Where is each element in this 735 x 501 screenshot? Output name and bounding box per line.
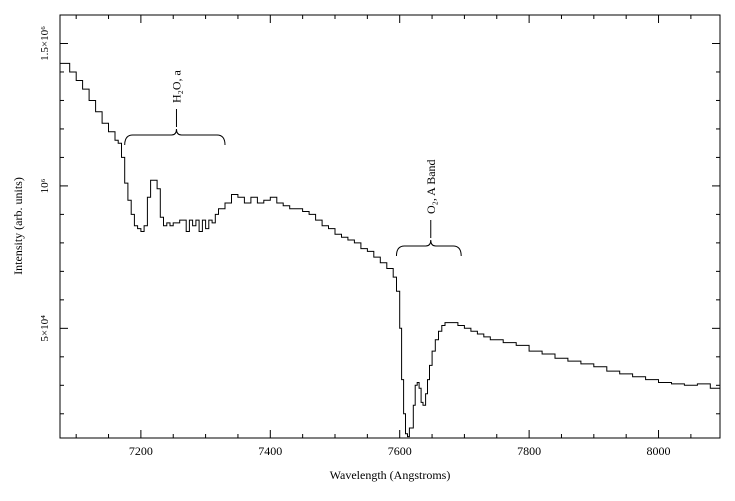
plot-frame <box>59 14 721 439</box>
annotation-brace: H₂O, a <box>124 69 226 146</box>
y-tick-labels: 5×10⁴ 10⁶ 1.5×10⁶ <box>39 26 51 342</box>
x-tick-label: 8000 <box>647 444 671 458</box>
x-tick-label: 7200 <box>129 444 153 458</box>
x-tick-label: 7600 <box>388 444 412 458</box>
y-axis-label: Intensity (arb. units) <box>11 177 25 275</box>
y-tick-label: 5×10⁴ <box>39 315 51 342</box>
annotations: H₂O, a O₂, A Band <box>124 69 462 257</box>
tick-marks <box>60 15 720 438</box>
y-tick-label: 1.5×10⁶ <box>39 26 51 61</box>
brace-path <box>395 239 462 257</box>
x-tick-labels: 7200 7400 7600 7800 8000 <box>129 444 671 458</box>
brace-path <box>124 128 226 146</box>
x-tick-label: 7400 <box>258 444 282 458</box>
annotation-label: H₂O, a <box>169 69 183 103</box>
spectrum-line <box>60 62 721 438</box>
x-tick-label: 7800 <box>517 444 541 458</box>
annotation-brace: O₂, A Band <box>395 159 462 257</box>
y-tick-label: 10⁶ <box>39 178 51 193</box>
annotation-label: O₂, A Band <box>424 159 438 214</box>
x-axis-label: Wavelength (Angstroms) <box>330 468 451 482</box>
